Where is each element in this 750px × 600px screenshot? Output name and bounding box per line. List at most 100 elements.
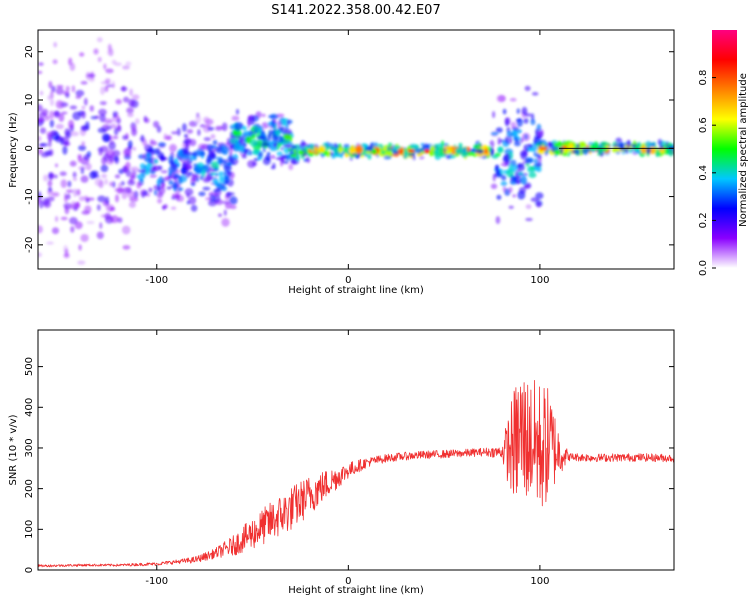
heatmap-cell [559, 147, 564, 155]
y-axis-ticks: -20 -10 0 10 20 [24, 45, 674, 253]
heatmap-cell [229, 205, 237, 210]
heatmap-cell [498, 95, 506, 102]
heatmap-cell [510, 121, 517, 128]
heatmap-cell [611, 147, 619, 153]
heatmap-cell [531, 92, 539, 96]
heatmap-cell [126, 107, 134, 114]
heatmap-cell [365, 146, 374, 150]
heatmap-cell [52, 59, 58, 64]
heatmap-cell [521, 132, 531, 142]
heatmap-cell [547, 142, 554, 147]
heatmap-cell [654, 149, 661, 157]
heatmap-cell [174, 157, 179, 163]
heatmap-cell [153, 120, 160, 128]
heatmap-cell [280, 155, 285, 163]
heatmap-cell [492, 155, 499, 159]
heatmap-cell [212, 168, 219, 172]
heatmap-cell [77, 155, 82, 163]
heatmap-cell [86, 163, 92, 171]
heatmap-cell [338, 146, 343, 154]
heatmap-cell [185, 142, 190, 151]
heatmap-cell [497, 146, 503, 153]
heatmap-cell [148, 145, 154, 153]
heatmap-cell [508, 186, 513, 193]
heatmap-cell [528, 172, 537, 179]
heatmap-cell [536, 123, 542, 131]
heatmap-cell [288, 163, 294, 171]
heatmap-cell [101, 173, 107, 179]
heatmap-cell [135, 118, 140, 125]
y-tick-label: 200 [24, 479, 35, 498]
heatmap-cell [108, 154, 114, 163]
plot-frame [37, 329, 675, 571]
heatmap-cell [512, 129, 516, 135]
heatmap-cell [81, 105, 86, 110]
heatmap-cell [78, 196, 85, 202]
heatmap-cell [110, 215, 119, 224]
heatmap-cell [48, 81, 53, 89]
heatmap-cell [297, 150, 304, 155]
heatmap-cell [531, 113, 535, 122]
heatmap-cell [265, 153, 271, 161]
heatmap-cell [501, 174, 507, 181]
colorbar-tick-label: 0.2 [698, 212, 709, 228]
heatmap-cell [71, 85, 75, 93]
heatmap-cell [160, 170, 169, 174]
heatmap-cell [39, 90, 44, 96]
heatmap-cell [500, 162, 510, 167]
heatmap-cell [143, 115, 148, 123]
heatmap-cell [259, 125, 263, 133]
heatmap-cell [300, 142, 308, 147]
heatmap-cell [39, 127, 47, 134]
heatmap-cell [530, 197, 540, 202]
heatmap-cell [277, 120, 282, 128]
heatmap-cell [229, 196, 238, 205]
heatmap-cell [122, 135, 128, 140]
heatmap-cell [97, 127, 107, 134]
heatmap-cell [58, 136, 63, 141]
heatmap-cell [112, 273, 120, 277]
y-tick-label: 20 [24, 45, 35, 58]
heatmap-cell [186, 129, 194, 134]
heatmap-cell [149, 170, 156, 175]
heatmap-cell [554, 149, 561, 156]
heatmap-cell [276, 151, 283, 156]
heatmap-cell [493, 173, 503, 178]
heatmap-cell [296, 154, 300, 161]
heatmap-cell [223, 165, 229, 172]
heatmap-cell [85, 198, 90, 203]
heatmap-cell [69, 217, 78, 225]
colorbar-gradient [712, 30, 737, 268]
heatmap-cell [122, 245, 131, 250]
heatmap-cell [282, 160, 289, 164]
heatmap-cell [78, 145, 87, 151]
heatmap-cell [348, 148, 357, 154]
heatmap-cell [290, 154, 297, 158]
heatmap-cell [554, 143, 559, 148]
heatmap-cell [90, 280, 94, 286]
heatmap-cell [47, 196, 55, 202]
heatmap-cell [195, 115, 202, 124]
heatmap-cell [282, 144, 291, 148]
colorbar-label: Normalized spectral amplitude [738, 73, 749, 227]
heatmap-cell [130, 166, 139, 172]
heatmap-cell [523, 118, 529, 124]
heatmap-cell [271, 119, 275, 128]
heatmap-cell [117, 217, 123, 223]
heatmap-cell [225, 191, 232, 198]
heatmap-cell [579, 141, 587, 148]
heatmap-cell [189, 139, 197, 147]
heatmap-cell [515, 118, 522, 122]
heatmap-cell [55, 123, 64, 130]
heatmap-cell [218, 171, 224, 177]
heatmap-cell [120, 181, 125, 186]
heatmap-cell [78, 244, 82, 251]
heatmap-cell [538, 146, 547, 151]
heatmap-cell [581, 147, 590, 155]
heatmap-cell [131, 169, 137, 179]
heatmap-cell [221, 122, 228, 132]
heatmap-cell [140, 189, 148, 197]
heatmap-cell [403, 149, 409, 158]
heatmap-cell [483, 148, 489, 154]
